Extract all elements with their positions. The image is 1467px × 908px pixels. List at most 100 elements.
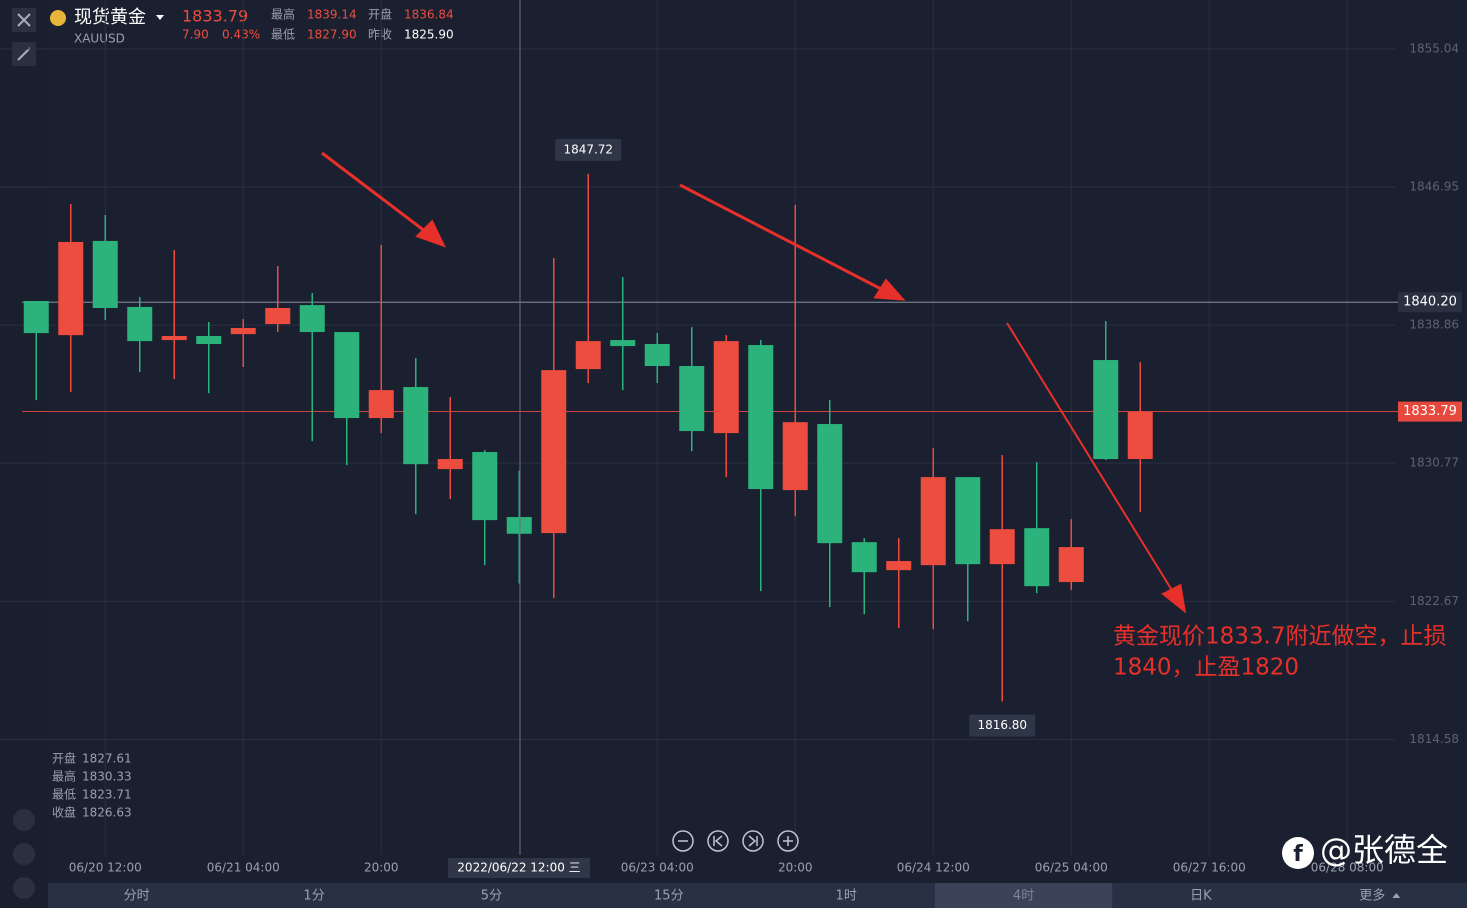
annotation-label: 1847.72 [563,142,613,156]
candle-body [920,477,946,566]
candle-body [679,366,705,432]
symbol: XAUUSD [74,32,125,46]
go-end[interactable] [742,830,764,852]
left-toolbar [0,0,48,908]
arrows [321,151,1187,614]
candle-body [196,335,222,345]
change: 7.90 [182,28,209,42]
tab[interactable]: 5分 [481,889,502,904]
x-tick-label: 06/23 04:00 [621,861,694,875]
tab[interactable]: 1时 [836,889,857,904]
candle-body [506,517,532,534]
shrink-icon [17,47,31,61]
tab-bar: 分时 1分 5分 15分 1时 4时 日K 更多 [48,883,1467,908]
x-tick-label: 06/20 12:00 [69,861,142,875]
candle-body [851,542,877,573]
tab[interactable]: 4时 [1013,889,1034,904]
hover-label: 开盘 [52,751,76,766]
dropdown-icon[interactable] [156,15,164,20]
x-tick-label: 06/21 04:00 [207,861,280,875]
note-line: 黄金现价1833.7附近做空，止损 [1113,624,1446,650]
candle-body [403,387,429,465]
stat-value: 1825.90 [404,28,454,42]
price-line-label: 1840.20 [1403,295,1457,310]
candle-body [334,332,360,419]
stat-value: 1836.84 [404,8,454,22]
candle-body [1093,360,1119,460]
candle-body [265,307,291,325]
candle-body [1024,528,1050,587]
tab[interactable]: 1分 [303,889,324,904]
stat-label: 开盘 [368,7,392,22]
y-tick-label: 1855.04 [1409,41,1459,55]
candle-body [23,301,49,334]
stat-label: 最高 [271,7,295,22]
change-pct: 0.43% [222,28,260,42]
arrow-head [1161,583,1187,614]
plot: 1814.58 1822.67 1830.77 1838.86 1846.95 1855.… [0,0,1462,875]
candle-body [161,335,187,341]
candle-body [610,340,636,347]
tab[interactable]: 更多 [1359,888,1385,904]
candle-body [644,344,670,367]
watermark-glyph: f [1293,842,1303,867]
hover-value: 1826.63 [82,806,132,820]
candle-body [299,305,325,333]
hover-info: 开盘 1827.61 最高 1830.33 最低 1823.71 收盘 1826… [52,751,132,820]
candle-body [1058,547,1084,583]
hover-label: 收盘 [52,805,76,820]
zoom-in[interactable] [777,830,799,852]
arrow [1006,322,1174,593]
price-line-label: 1833.79 [1403,404,1457,419]
price-box [1398,401,1462,422]
price-box [1398,292,1462,313]
watermark: @张德全 [1320,831,1448,869]
close-icon [17,13,31,27]
active-tab-bg [934,883,1113,908]
candle-body [575,341,601,370]
annotation-box [969,714,1036,737]
candle-body [748,345,774,490]
candle-body [989,529,1015,565]
tab[interactable]: 15分 [654,889,684,904]
y-tick-label: 1838.86 [1409,318,1459,332]
candle-body [437,459,463,470]
candle-body [1127,411,1153,460]
zoom-out[interactable] [672,830,694,852]
x-tick-label: 06/28 08:00 [1311,861,1384,875]
candle-body [886,561,912,571]
x-tick-label: 06/27 16:00 [1173,861,1246,875]
crosshair-box [448,858,590,878]
watermark-icon [1282,837,1314,869]
candle-body [230,327,256,335]
arrow [321,151,431,237]
tab[interactable]: 分时 [124,889,150,904]
candle-body [92,240,118,308]
zoom-controls [672,830,799,852]
arrow-head [415,219,446,248]
crosshair-label: 2022/06/22 12:00 三 [457,861,580,875]
hover-value: 1830.33 [82,770,132,784]
gold-icon [50,10,66,26]
y-tick-label: 1830.77 [1409,456,1459,470]
candle-body [713,341,739,434]
candle-body [127,306,153,342]
arrow-head [873,278,906,301]
tab-bar-bg [48,883,1467,908]
y-tick-label: 1822.67 [1409,594,1459,608]
x-tick-label: 20:00 [364,861,399,875]
go-start[interactable] [707,830,729,852]
instrument-name[interactable]: 现货黄金 [74,7,146,28]
stat-label: 最低 [271,28,295,42]
tool-button[interactable] [13,877,35,899]
tool-button[interactable] [13,843,35,865]
tab[interactable]: 日K [1190,889,1212,904]
hover-value: 1823.71 [82,788,132,802]
candle-body [817,424,843,544]
candle-body [472,452,498,521]
tool-button[interactable] [13,809,35,831]
candle-body [955,477,981,565]
candle-body [782,422,808,491]
stat-label: 昨收 [368,28,392,42]
